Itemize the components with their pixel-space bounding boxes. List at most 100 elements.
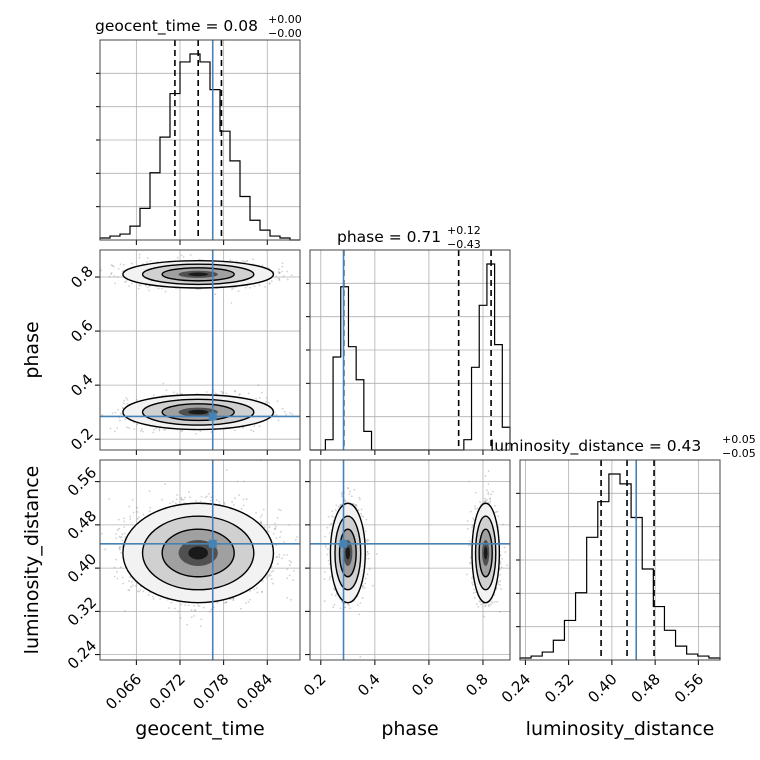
sample-point [184, 496, 186, 499]
sample-point [152, 428, 155, 431]
sample-point [141, 430, 144, 433]
sample-point [209, 499, 212, 502]
sample-point [267, 575, 270, 578]
sample-point [147, 257, 149, 260]
sample-point [148, 510, 151, 513]
sample-point [225, 601, 228, 604]
sample-point [165, 389, 168, 391]
sample-point [126, 426, 129, 429]
sample-point [180, 498, 183, 501]
sample-point [243, 480, 245, 483]
sample-point [225, 601, 228, 603]
sample-point [221, 392, 224, 394]
sample-point [159, 598, 162, 600]
sample-point [113, 275, 116, 278]
sample-point [249, 590, 252, 592]
sample-point [162, 429, 165, 431]
panel-frame [99, 249, 301, 451]
sample-point [286, 278, 289, 281]
sample-point [255, 397, 258, 400]
title-geocent-time-sub: −0.00 [268, 27, 302, 40]
sample-point [231, 501, 233, 503]
sample-point [118, 547, 121, 550]
sample-point [257, 384, 260, 387]
sample-point [247, 601, 250, 603]
sample-point [110, 264, 113, 267]
x-tick-label: 0.24 [498, 670, 534, 706]
sample-point [168, 607, 170, 609]
sample-point [115, 537, 118, 540]
xlabel-geocent-time: geocent_time [135, 718, 264, 740]
sample-point [285, 413, 287, 416]
sample-point [220, 390, 223, 393]
sample-point [120, 536, 123, 538]
sample-point [272, 569, 275, 572]
sample-point [146, 286, 149, 289]
sample-point [283, 410, 286, 413]
sample-point [140, 428, 143, 430]
sample-point [289, 412, 292, 414]
sample-point [133, 428, 136, 430]
sample-point [132, 511, 135, 514]
sample-point [278, 272, 281, 274]
sample-point [161, 498, 164, 501]
sample-point [255, 511, 257, 514]
sample-point [253, 588, 256, 591]
sample-point [223, 503, 226, 505]
sample-point [146, 260, 148, 263]
sample-point [122, 582, 125, 585]
sample-point [288, 524, 291, 526]
sample-point [247, 392, 250, 395]
sample-point [180, 430, 183, 433]
sample-point [110, 271, 113, 274]
sample-point [125, 280, 128, 282]
sample-point [132, 584, 134, 587]
sample-point [130, 262, 133, 265]
sample-point [200, 618, 203, 621]
sample-point [131, 498, 134, 501]
y-tick-label: 0.6 [67, 316, 97, 346]
sample-point [174, 502, 177, 505]
sample-point [101, 414, 104, 416]
sample-point [230, 301, 233, 304]
sample-point [252, 258, 255, 261]
sample-point [305, 273, 307, 275]
sample-point [180, 497, 183, 499]
sample-point [164, 290, 167, 293]
sample-point [214, 392, 217, 395]
sample-point [225, 469, 228, 472]
sample-point [124, 281, 126, 283]
sample-point [265, 576, 268, 579]
sample-point [121, 270, 124, 272]
xlabel-luminosity-distance: luminosity_distance [526, 718, 715, 740]
sample-point [216, 601, 219, 604]
sample-point [294, 538, 297, 541]
sample-point [259, 522, 262, 524]
sample-point [264, 286, 267, 288]
sample-point [130, 586, 132, 588]
sample-point [290, 561, 293, 563]
sample-point [158, 428, 161, 430]
sample-point [125, 397, 128, 399]
sample-point [276, 562, 279, 565]
sample-point [276, 400, 279, 403]
sample-point [278, 268, 280, 271]
sample-point [205, 391, 208, 393]
sample-point [83, 401, 85, 403]
sample-point [148, 289, 150, 292]
sample-point [114, 411, 117, 414]
sample-point [119, 546, 122, 548]
sample-point [104, 548, 107, 551]
sample-point [260, 521, 263, 524]
sample-point [276, 556, 278, 558]
sample-point [187, 604, 190, 607]
sample-point [138, 256, 141, 259]
sample-point [275, 413, 278, 416]
y-tick-label: 0.8 [67, 262, 97, 292]
y-tick-label: 0.4 [67, 370, 97, 400]
sample-point [274, 527, 277, 530]
sample-point [136, 518, 139, 520]
sample-point [138, 284, 141, 287]
sample-point [232, 599, 235, 602]
sample-point [258, 396, 261, 399]
